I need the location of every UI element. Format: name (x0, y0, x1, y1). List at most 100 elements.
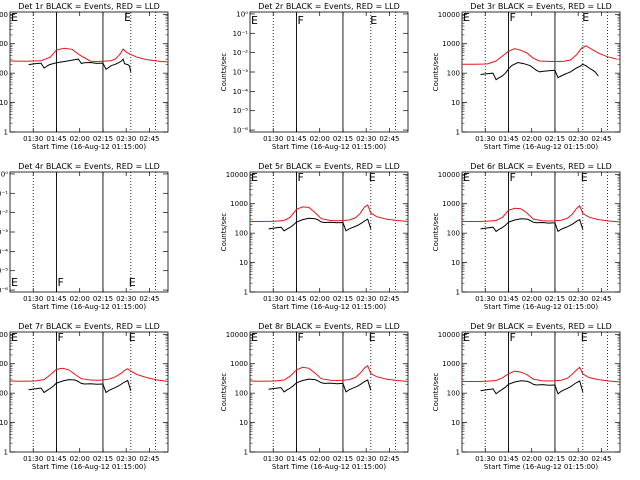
lld-series-line (462, 204, 620, 223)
plot-frame (249, 11, 409, 133)
flag-letter: F (57, 276, 63, 289)
y-tick-label: 10⁻⁶ (233, 127, 249, 135)
flag-letter: E (369, 331, 376, 344)
x-tick-label: 02:45 (379, 135, 399, 143)
y-tick-label: 10⁻¹ (0, 190, 8, 198)
x-tick-label: 02:15 (93, 455, 113, 463)
y-tick-label: 10⁻³ (233, 69, 249, 77)
x-tick-label: 02:30 (356, 295, 376, 303)
y-tick-label: 10000 (0, 11, 8, 19)
x-tick-label: 02:00 (70, 455, 90, 463)
x-tick-label: 02:00 (522, 295, 542, 303)
x-tick-label: 01:45 (498, 135, 518, 143)
y-tick-label: 10⁻⁵ (0, 267, 8, 275)
y-tick-label: 10 (451, 419, 460, 427)
flag-letter: E (11, 276, 18, 289)
y-axis-label: Counts/sec (432, 213, 440, 252)
plot-frame (461, 11, 621, 133)
x-tick-label: 01:30 (475, 455, 495, 463)
x-tick-label: 01:30 (263, 295, 283, 303)
flag-letter: F (297, 14, 303, 27)
panel-det-2: Det 2r BLACK = Events, RED = LLD 01:30 01:… (220, 2, 409, 151)
x-axis-label: Start Time (16-Aug-12 01:15:00) (32, 143, 146, 151)
x-axis-label: Start Time (16-Aug-12 01:15:00) (272, 143, 386, 151)
x-tick-label: 02:15 (545, 295, 565, 303)
flag-letter: F (509, 171, 515, 184)
x-axis-label: Start Time (16-Aug-12 01:15:00) (32, 303, 146, 311)
flag-letter: E (581, 331, 588, 344)
y-axis-label: Counts/sec (432, 373, 440, 412)
flag-letter: E (463, 171, 470, 184)
y-tick-label: 1000 (230, 360, 248, 368)
y-tick-label: 100 (235, 390, 248, 398)
x-tick-label: 02:15 (333, 295, 353, 303)
x-tick-label: 02:15 (545, 135, 565, 143)
flag-letter: E (463, 331, 470, 344)
y-tick-label: 10⁰ (236, 10, 248, 18)
panel-title: Det 5r BLACK = Events, RED = LLD (258, 162, 400, 171)
y-tick-label: 1 (456, 129, 460, 137)
panel-det-8: Det 8r BLACK = Events, RED = LLD 01:30 01:… (220, 322, 409, 471)
y-tick-label: 10⁰ (0, 170, 8, 178)
flag-letter: F (509, 11, 515, 24)
x-tick-label: 02:00 (310, 295, 330, 303)
lld-series-line (10, 367, 168, 382)
x-tick-label: 01:45 (286, 295, 306, 303)
y-tick-label: 1 (4, 449, 8, 457)
plot-frame (249, 171, 409, 293)
y-tick-label: 1000 (442, 360, 460, 368)
y-tick-label: 1000 (0, 40, 8, 48)
y-tick-label: 100 (447, 230, 460, 238)
y-tick-label: 10⁻⁴ (233, 88, 249, 96)
lld-series-line (462, 366, 620, 383)
flag-letter: E (582, 11, 589, 24)
y-tick-label: 100 (447, 390, 460, 398)
plot-frame (249, 331, 409, 453)
x-tick-label: 02:45 (591, 295, 611, 303)
panel-title: Det 4r BLACK = Events, RED = LLD (18, 162, 160, 171)
events-series-line (480, 61, 599, 81)
panel-title: Det 3r BLACK = Events, RED = LLD (470, 2, 612, 11)
y-tick-label: 10 (239, 259, 248, 267)
y-tick-label: 100 (447, 70, 460, 78)
y-tick-label: 1 (244, 449, 248, 457)
x-axis-label: Start Time (16-Aug-12 01:15:00) (484, 143, 598, 151)
y-axis-label: Counts/sec (220, 53, 228, 92)
x-tick-label: 02:15 (93, 295, 113, 303)
x-tick-label: 01:30 (263, 455, 283, 463)
x-tick-label: 02:45 (139, 295, 159, 303)
x-tick-label: 02:00 (522, 455, 542, 463)
flag-letter: E (581, 171, 588, 184)
y-tick-label: 100 (0, 390, 8, 398)
x-tick-label: 01:30 (23, 295, 43, 303)
y-tick-label: 10 (451, 259, 460, 267)
y-tick-label: 10000 (438, 11, 460, 19)
x-tick-label: 01:45 (498, 455, 518, 463)
lld-series-line (250, 204, 408, 222)
y-tick-label: 10 (239, 419, 248, 427)
x-tick-label: 01:45 (286, 455, 306, 463)
x-tick-label: 02:00 (310, 135, 330, 143)
plot-frame (461, 331, 621, 453)
x-tick-label: 02:15 (333, 135, 353, 143)
panel-det-3: Det 3r BLACK = Events, RED = LLD 01:30 01:… (432, 2, 621, 151)
x-tick-label: 02:00 (70, 295, 90, 303)
y-tick-label: 1000 (442, 200, 460, 208)
flag-letter: F (297, 331, 303, 344)
panel-title: Det 9r BLACK = Events, RED = LLD (470, 322, 612, 331)
y-tick-label: 10⁻⁵ (233, 107, 249, 115)
panel-det-9: Det 9r BLACK = Events, RED = LLD 01:30 01:… (432, 322, 621, 471)
x-tick-label: 02:30 (356, 455, 376, 463)
x-tick-label: 02:30 (116, 455, 136, 463)
x-tick-label: 02:45 (591, 135, 611, 143)
y-tick-label: 10⁻⁶ (0, 287, 8, 295)
events-series-line (480, 380, 584, 395)
panel-det-7: Det 7r BLACK = Events, RED = LLD 01:30 01:… (0, 322, 169, 471)
x-tick-label: 02:15 (93, 135, 113, 143)
flag-letter: F (57, 331, 63, 344)
lld-series-line (462, 45, 618, 65)
x-tick-label: 02:45 (591, 455, 611, 463)
y-tick-label: 1 (456, 289, 460, 297)
flag-letter: E (370, 14, 377, 27)
x-tick-label: 02:00 (522, 135, 542, 143)
